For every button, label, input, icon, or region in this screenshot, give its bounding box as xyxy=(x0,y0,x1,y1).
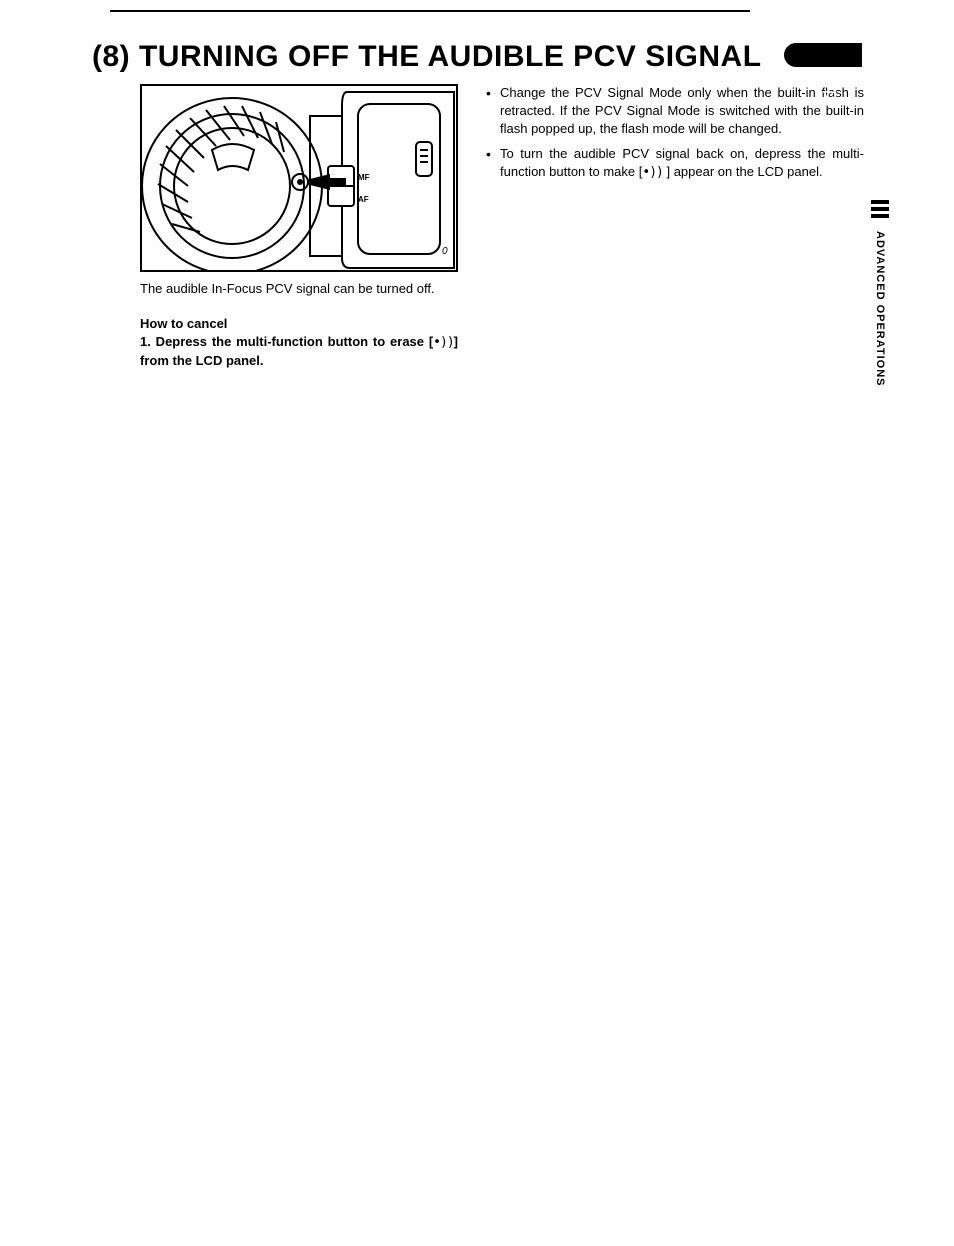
right-column: Change the PCV Signal Mode only when the… xyxy=(486,84,864,370)
note-suffix: ] appear on the LCD panel. xyxy=(663,164,823,179)
step-1: 1. Depress the multi-function button to … xyxy=(140,333,458,370)
notes-list: Change the PCV Signal Mode only when the… xyxy=(486,84,864,182)
content-columns: MF AF 0 The audible In-Focus PCV signal … xyxy=(140,84,864,370)
top-rule xyxy=(110,10,750,12)
illustration-caption: The audible In-Focus PCV signal can be t… xyxy=(140,280,458,298)
mf-label: MF xyxy=(358,173,370,182)
manual-page: (8) TURNING OFF THE AUDIBLE PCV SIGNAL 7… xyxy=(0,0,954,1246)
howto-heading: How to cancel xyxy=(140,316,458,331)
note-item: To turn the audible PCV signal back on, … xyxy=(486,145,864,182)
title-row: (8) TURNING OFF THE AUDIBLE PCV SIGNAL 7… xyxy=(0,40,954,74)
pcv-symbol-icon: •)) xyxy=(433,335,453,350)
left-column: MF AF 0 The audible In-Focus PCV signal … xyxy=(140,84,458,370)
step-prefix: 1. Depress the multi-function button to … xyxy=(140,334,433,349)
page-title: (8) TURNING OFF THE AUDIBLE PCV SIGNAL xyxy=(92,40,762,74)
page-number-badge xyxy=(784,43,862,67)
section-marker-icon xyxy=(871,200,889,221)
section-label: ADVANCED OPERATIONS xyxy=(874,231,886,387)
note-item: Change the PCV Signal Mode only when the… xyxy=(486,84,864,139)
note-text: Change the PCV Signal Mode only when the… xyxy=(500,85,864,136)
pcv-symbol-icon: •)) xyxy=(642,165,662,180)
section-side-tab: ADVANCED OPERATIONS xyxy=(868,200,892,387)
af-label: AF xyxy=(358,195,369,204)
camera-illustration: MF AF 0 xyxy=(140,84,458,272)
page-number: 71 xyxy=(822,88,839,105)
svg-text:0: 0 xyxy=(442,246,448,257)
